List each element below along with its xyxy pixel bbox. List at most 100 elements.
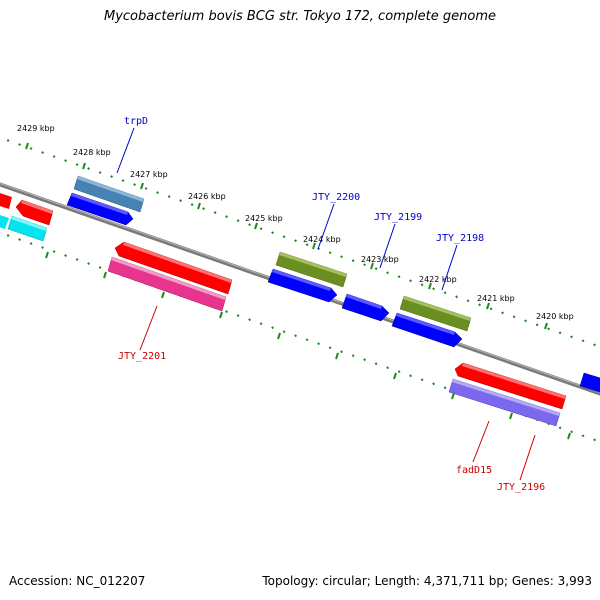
kbp-major-tick xyxy=(161,291,165,299)
kbp-major-tick xyxy=(82,162,86,170)
kbp-label: 2426 kbp xyxy=(188,192,226,201)
tick-dot xyxy=(328,346,332,350)
kbp-major-tick xyxy=(393,372,397,380)
kbp-major-tick xyxy=(544,322,548,330)
tick-dot xyxy=(202,207,206,211)
tick-dot xyxy=(409,374,413,378)
gene-minus-red-1[interactable] xyxy=(114,241,233,295)
gene-trpD[interactable] xyxy=(73,175,145,213)
tick-dot xyxy=(455,295,459,299)
tick-dot xyxy=(18,143,22,146)
tick-dot xyxy=(271,326,275,330)
kbp-major-tick xyxy=(103,271,107,279)
kbp-major-tick xyxy=(370,262,374,270)
gene-minus-cyan-1[interactable] xyxy=(0,212,9,229)
tick-dot xyxy=(179,199,183,203)
gene-label: JTY_2200 xyxy=(312,192,360,203)
gene-JTY_2198[interactable] xyxy=(399,295,472,332)
tick-dot xyxy=(328,251,332,255)
kbp-label: 2423 kbp xyxy=(361,255,399,264)
tick-dot xyxy=(386,366,390,370)
tick-dot xyxy=(443,291,447,295)
tick-dot xyxy=(64,254,68,257)
tick-dot xyxy=(432,382,436,386)
tick-dot xyxy=(248,318,252,322)
tick-dot xyxy=(351,354,355,358)
kbp-major-tick xyxy=(312,242,316,250)
gene-plus-blue-1[interactable] xyxy=(66,192,134,226)
tick-dot xyxy=(478,303,482,307)
kbp-label: 2420 kbp xyxy=(536,312,574,321)
gene-plus-blue-3[interactable] xyxy=(391,312,463,348)
tick-dot xyxy=(317,342,321,346)
tick-dot xyxy=(397,370,401,374)
tick-dot xyxy=(351,259,355,263)
gene-minus-red-left-1[interactable] xyxy=(0,190,12,209)
tick-dot xyxy=(271,231,275,235)
tick-dot xyxy=(52,155,56,158)
tick-dot xyxy=(374,362,378,366)
tick-dot xyxy=(29,147,33,150)
gene-label: JTY_2201 xyxy=(118,351,166,362)
gene-label: trpD xyxy=(124,116,148,127)
tick-dot xyxy=(432,287,436,291)
tick-dot xyxy=(87,262,91,266)
gene-label: JTY_2196 xyxy=(497,482,545,493)
tick-dot xyxy=(397,275,401,279)
leader-JTY_2199 xyxy=(379,223,396,269)
kbp-major-tick xyxy=(254,222,258,230)
tick-dot xyxy=(236,314,240,318)
kbp-label: 2429 kbp xyxy=(17,124,55,133)
tick-dot xyxy=(259,322,263,326)
kbp-labels: 2429 kbp 2428 kbp 2427 kbp 2426 kbp 2425… xyxy=(17,124,574,321)
tick-dot xyxy=(305,338,309,342)
tick-dot xyxy=(294,239,298,243)
kbp-major-tick xyxy=(277,332,281,340)
kbp-major-tick xyxy=(567,432,571,440)
gene-label: JTY_2199 xyxy=(374,212,422,223)
tick-dot xyxy=(558,426,562,430)
tick-dot xyxy=(420,283,424,287)
tick-dot xyxy=(443,386,447,390)
tick-dot xyxy=(581,434,585,438)
tick-dot xyxy=(535,323,539,327)
tick-dot xyxy=(501,311,505,315)
tick-dot xyxy=(374,267,378,271)
gene-JTY_2200[interactable] xyxy=(275,251,348,288)
tick-dot xyxy=(190,203,194,207)
tick-dot xyxy=(64,159,68,162)
gene-label: fadD15 xyxy=(456,465,492,476)
gene-JTY_2196[interactable] xyxy=(448,378,561,427)
tick-dot xyxy=(156,191,160,195)
gene-minus-cyan-2[interactable] xyxy=(7,215,48,242)
tick-dot xyxy=(248,223,252,227)
gene-fadD15[interactable] xyxy=(454,362,567,410)
tick-dot xyxy=(386,271,390,275)
tick-dot xyxy=(87,167,91,171)
tick-dot xyxy=(294,334,298,338)
tick-dot xyxy=(363,263,367,267)
tick-dot xyxy=(110,175,114,179)
gene-JTY_2201[interactable] xyxy=(107,256,227,312)
tick-dot xyxy=(259,227,263,231)
tick-dot xyxy=(18,238,22,241)
tick-dot xyxy=(420,378,424,382)
tick-dot xyxy=(305,243,309,247)
tick-dot xyxy=(282,330,286,334)
leader-fadD15 xyxy=(472,420,490,463)
tick-dot xyxy=(75,163,79,167)
tick-dot xyxy=(236,219,240,223)
kbp-major-tick xyxy=(509,412,513,420)
tick-dot xyxy=(98,171,102,175)
gene-plus-blue-2[interactable] xyxy=(341,293,390,322)
tick-dot xyxy=(570,430,574,434)
gene-minus-red-left-2[interactable] xyxy=(15,199,54,226)
tick-dot xyxy=(340,255,344,259)
gene-JTY_2199[interactable] xyxy=(267,268,338,303)
gene-plus-blue-edge[interactable] xyxy=(579,372,600,394)
kbp-label: 2425 kbp xyxy=(245,214,283,223)
tick-dot xyxy=(524,319,528,323)
tick-dot xyxy=(593,438,597,442)
kbp-tick-marks xyxy=(25,142,571,440)
kbp-label: 2428 kbp xyxy=(73,148,111,157)
